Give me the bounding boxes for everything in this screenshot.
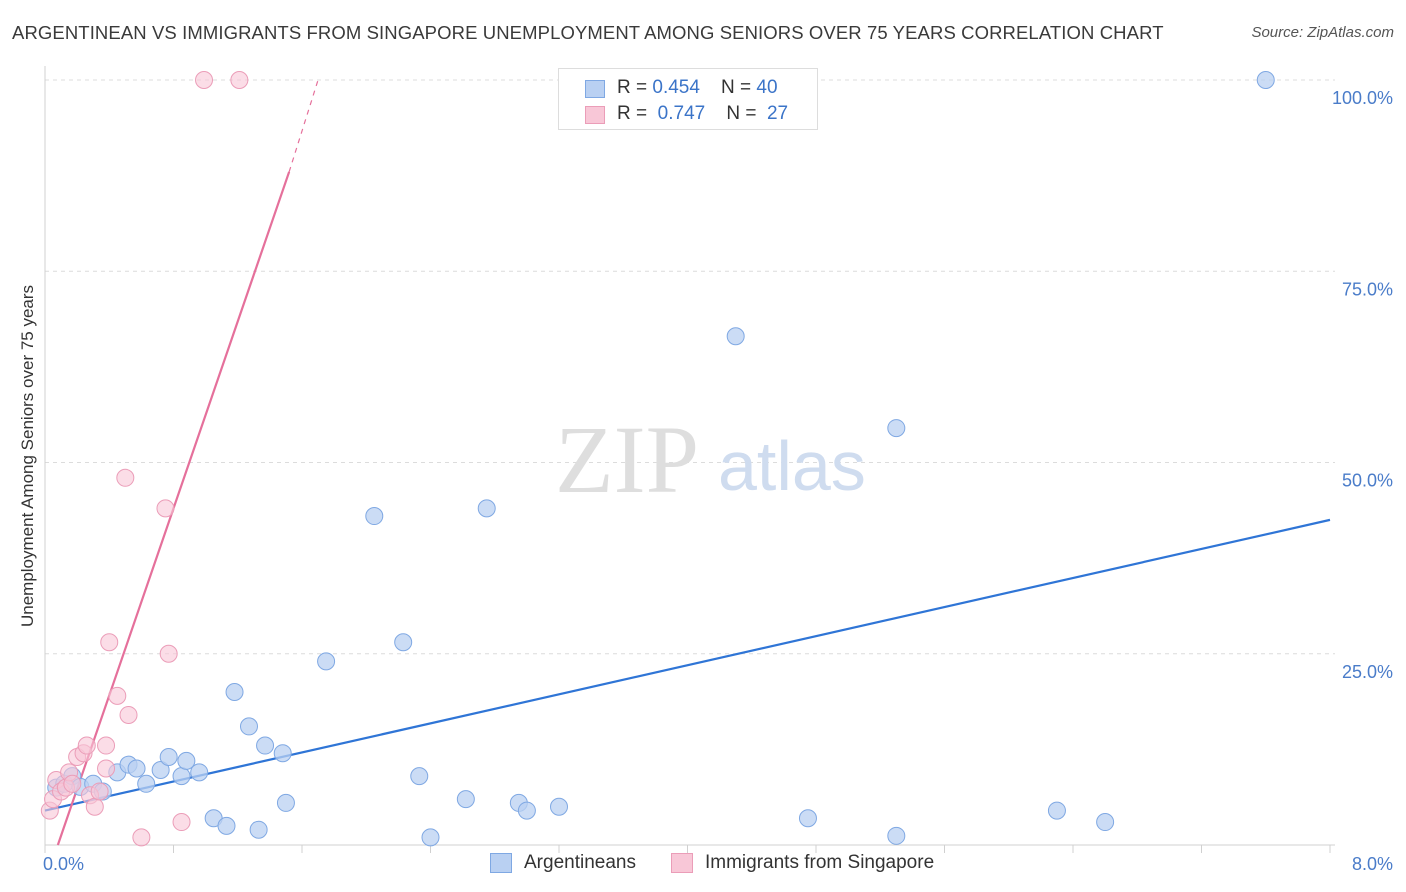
point-argentineans [394,633,413,652]
legend-label: Argentineans [524,852,636,873]
point-singapore [116,468,135,487]
point-argentineans [887,826,906,845]
tick-label-layer: 25.0% 50.0% 75.0% 100.0% 0.0% 8.0% [43,88,1393,874]
point-singapore [97,736,116,755]
point-argentineans [550,797,568,816]
legend-label: Immigrants from Singapore [705,852,935,873]
point-argentineans [726,327,745,346]
point-singapore [100,633,119,652]
point-argentineans [190,763,209,782]
point-argentineans [225,683,244,701]
point-singapore [156,499,175,518]
point-singapore [159,644,178,663]
point-argentineans [239,717,258,736]
point-singapore [63,774,82,793]
legend-r-value: 0.747 [657,103,706,124]
points-layer [40,71,1275,847]
legend-r-label: R = [617,103,653,124]
axis-layer [44,66,1335,853]
legend-swatch-pink [585,106,605,124]
trendline-argentineans [44,518,1331,812]
point-argentineans [127,759,146,778]
point-argentineans [317,652,336,671]
legend-r-value: 0.454 [652,77,700,98]
point-argentineans [273,744,292,763]
point-argentineans [410,767,429,786]
point-singapore [108,686,127,705]
point-argentineans [249,820,268,839]
legend-swatch-blue [490,853,512,873]
trendline-singapore-extension [288,79,319,172]
correlation-legend: R = 0.454 N = 40 R = 0.747 N = 27 [558,68,818,130]
point-singapore [172,813,191,832]
point-argentineans [177,751,196,770]
point-singapore [230,71,249,89]
legend-n-label: N = [721,77,757,98]
legend-swatch-blue [585,80,605,98]
point-argentineans [159,748,178,767]
point-singapore [97,759,116,778]
grid-layer [45,79,1335,655]
point-singapore [132,828,151,847]
point-argentineans [456,790,475,809]
point-argentineans [1256,71,1275,89]
point-argentineans [1096,813,1115,832]
legend-swatch-pink [671,853,693,873]
watermark-zip: ZIP [555,406,699,513]
legend-n-value: 40 [756,77,778,98]
point-argentineans [151,761,170,780]
point-argentineans [137,774,156,793]
y-tick-label: 100.0% [1332,88,1393,108]
point-singapore [119,705,138,724]
watermark: ZIP atlas [555,406,866,513]
y-tick-label: 50.0% [1342,471,1393,491]
point-argentineans [421,828,440,847]
watermark-atlas: atlas [718,427,866,505]
point-argentineans [798,809,817,828]
legend-r-label: R = [617,77,653,98]
x-tick-label: 0.0% [43,854,84,874]
point-singapore [195,71,214,89]
point-singapore [90,782,109,801]
x-tick-label: 8.0% [1352,854,1393,874]
point-argentineans [217,816,236,835]
point-singapore [77,736,96,755]
point-argentineans [517,801,536,820]
point-argentineans [887,419,906,438]
point-argentineans [172,767,191,786]
y-tick-label: 75.0% [1342,279,1393,299]
y-tick-label: 25.0% [1342,662,1393,682]
point-argentineans [276,793,295,812]
point-argentineans [477,499,496,518]
legend-n-value: 27 [766,103,789,124]
point-argentineans [1047,801,1066,820]
y-axis-label: Unemployment Among Seniors over 75 years [18,284,37,628]
source-credit: Source: ZipAtlas.com [1251,24,1394,41]
point-singapore [85,797,104,816]
chart-title: ARGENTINEAN VS IMMIGRANTS FROM SINGAPORE… [12,22,1164,43]
point-argentineans [256,736,275,755]
point-argentineans [365,507,384,526]
legend-n-label: N = [726,103,762,124]
